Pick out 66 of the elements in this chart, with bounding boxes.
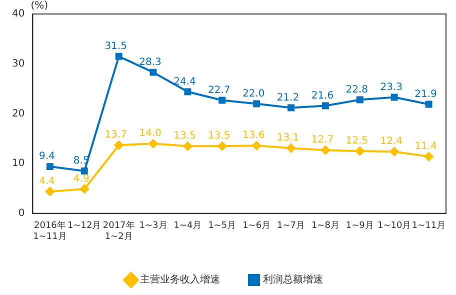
data-label: 9.4 xyxy=(38,151,55,162)
data-label: 22.8 xyxy=(346,84,368,96)
point xyxy=(356,96,364,104)
x-tick-label: 1~8月 xyxy=(311,221,340,232)
point xyxy=(425,100,432,108)
legend-label: 主营业务收入增速 xyxy=(140,274,220,286)
point xyxy=(252,141,262,150)
point xyxy=(390,147,399,156)
point xyxy=(184,88,192,96)
data-label: 13.1 xyxy=(276,132,300,144)
data-label: 23.3 xyxy=(380,82,402,93)
x-tick-label: 2016年 1~11月 xyxy=(33,220,67,242)
data-label: 13.5 xyxy=(174,130,196,142)
data-label: 21.2 xyxy=(276,92,300,104)
data-label: 13.5 xyxy=(208,130,230,142)
point xyxy=(424,152,434,162)
point xyxy=(114,140,124,150)
data-label: 12.7 xyxy=(311,134,334,146)
point xyxy=(390,94,398,101)
data-label: 21.6 xyxy=(311,90,334,102)
data-label: 4.4 xyxy=(38,176,55,188)
point xyxy=(288,104,294,112)
point xyxy=(80,184,89,194)
data-label: 24.4 xyxy=(174,76,196,88)
x-tick-label: 1~12月 xyxy=(68,221,102,232)
data-label: 22.7 xyxy=(208,84,230,96)
data-label: 12.5 xyxy=(346,136,368,147)
data-label: 14.0 xyxy=(139,128,162,140)
data-label: 21.9 xyxy=(414,88,437,100)
point xyxy=(253,100,260,108)
x-tick-label: 1~7月 xyxy=(277,221,306,232)
x-tick-label: 1~3月 xyxy=(139,221,168,232)
y-tick-label: 30 xyxy=(12,58,25,70)
y-tick-label: 0 xyxy=(18,208,25,219)
data-label: 22.0 xyxy=(242,88,265,100)
x-tick-label: 1~10月 xyxy=(377,221,412,232)
x-tick-label: 2017年 1~2月 xyxy=(102,220,135,242)
x-tick-label: 1~5月 xyxy=(208,221,236,232)
x-tick-label: 1~9月 xyxy=(346,221,374,232)
data-label: 31.5 xyxy=(104,40,127,52)
data-label: 11.4 xyxy=(414,141,437,152)
point xyxy=(45,186,54,196)
x-tick-label: 1~6月 xyxy=(242,221,271,232)
point xyxy=(148,139,158,148)
data-label: 13.7 xyxy=(104,130,127,141)
data-label: 28.3 xyxy=(139,56,162,68)
legend-label: 利润总额增速 xyxy=(263,274,323,286)
point xyxy=(218,142,227,151)
point xyxy=(320,146,330,155)
y-tick-label: 20 xyxy=(12,108,25,120)
data-label: 12.4 xyxy=(380,136,402,148)
x-tick-label: 1~11月 xyxy=(412,221,446,232)
point xyxy=(46,163,54,170)
point xyxy=(218,96,226,104)
point xyxy=(286,144,296,153)
point xyxy=(355,146,364,156)
point xyxy=(322,102,329,110)
point xyxy=(183,142,192,151)
y-tick-label: 40 xyxy=(12,8,25,20)
data-label: 4.9 xyxy=(73,174,90,185)
point xyxy=(115,52,122,60)
point xyxy=(150,68,157,76)
y-axis-title: (%) xyxy=(30,0,48,12)
y-tick-label: 10 xyxy=(12,158,25,170)
data-label: 13.6 xyxy=(242,130,265,142)
x-tick-label: 1~4月 xyxy=(174,221,202,232)
